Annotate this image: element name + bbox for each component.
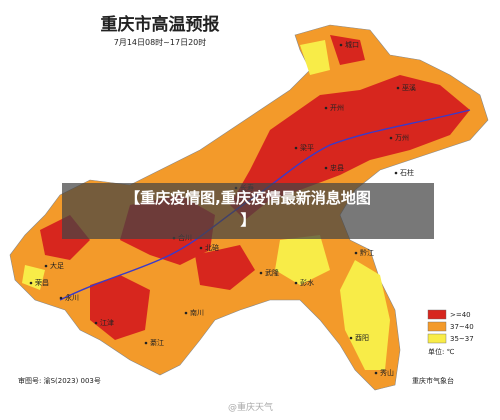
city-label: 开州 [330,104,344,112]
subtitle: 7月14日08时~17日20时 [114,37,207,47]
legend: >=40 37~40 35~37 单位: ℃ [427,309,474,356]
caption-box [62,183,434,239]
city-labels: 城口巫溪开州万州梁平忠县石柱长寿合川北碚大足荣昌永川江津綦江南川武隆彭水黔江酉阳… [29,41,416,377]
city-label: 万州 [395,134,409,142]
legend-swatch [427,321,447,332]
city-dot [59,296,63,300]
city-dot [184,311,188,315]
legend-label: 37~40 [450,323,474,331]
city-dot [324,166,328,170]
warm-zones [22,40,390,370]
city-dot [94,321,98,325]
city-dot [294,146,298,150]
agency: 重庆市气象台 [412,376,454,385]
watermark: @重庆天气 [228,401,273,413]
city-dot [339,43,343,47]
city-label: 梁平 [300,143,314,152]
city-dot [389,136,393,140]
caption-line: 】 [240,211,255,229]
city-label: 綦江 [150,338,164,347]
city-label: 彭水 [300,278,314,287]
city-dot [354,251,358,255]
city-dot [394,171,398,175]
caption-line: 【重庆疫情图,重庆疫情最新消息地图 [125,189,371,207]
legend-swatch [427,333,447,344]
map-number: 审图号: 渝S(2023) 003号 [18,376,101,385]
city-label: 大足 [50,261,64,270]
city-label: 荣昌 [35,278,49,287]
city-label: 巫溪 [402,83,416,92]
city-label: 酉阳 [355,333,369,342]
city-dot [199,246,203,250]
legend-label: >=40 [450,311,471,319]
city-label: 南川 [190,308,204,317]
city-dot [349,336,353,340]
city-dot [294,281,298,285]
city-label: 武隆 [265,268,279,277]
city-dot [144,341,148,345]
city-dot [324,106,328,110]
title: 重庆市高温预报 [101,14,220,35]
city-dot [259,271,263,275]
city-label: 永川 [65,293,79,302]
city-label: 忠县 [330,164,344,172]
city-label: 北碚 [205,243,219,252]
city-dot [44,264,48,268]
city-dot [29,281,33,285]
city-label: 江津 [100,319,114,327]
city-dot [396,86,400,90]
city-label: 秀山 [380,368,394,377]
legend-unit: 单位: ℃ [428,347,455,356]
legend-label: 35~37 [450,335,474,343]
city-dot [374,371,378,375]
legend-swatch [427,309,447,320]
city-label: 城口 [345,41,359,49]
city-label: 石柱 [400,168,414,177]
city-label: 黔江 [360,248,374,257]
